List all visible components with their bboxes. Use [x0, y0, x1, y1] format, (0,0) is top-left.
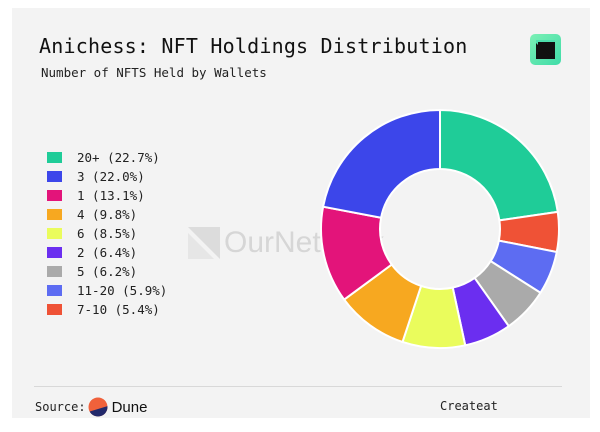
legend-swatch — [47, 285, 62, 296]
dune-logo-icon — [88, 397, 108, 417]
legend-swatch — [47, 247, 62, 258]
donut-slice-3 — [321, 108, 441, 219]
legend-swatch — [47, 190, 62, 201]
donut-chart — [320, 108, 560, 349]
legend-label: 20+ (22.7%) — [77, 150, 160, 165]
legend-label: 6 (8.5%) — [77, 226, 138, 241]
legend-label: 2 (6.4%) — [77, 245, 138, 260]
legend-item: 11-20 (5.9%) — [47, 281, 167, 300]
legend-label: 3 (22.0%) — [77, 169, 145, 184]
legend-label: 1 (13.1%) — [77, 188, 145, 203]
source-name: Dune — [111, 398, 148, 416]
chart-title: Anichess: NFT Holdings Distribution — [39, 34, 468, 58]
legend-item: 20+ (22.7%) — [47, 148, 167, 167]
chart-legend: 20+ (22.7%) 3 (22.0%) 1 (13.1%) 4 (9.8%) 6 (… — [47, 148, 167, 319]
legend-label: 7-10 (5.4%) — [77, 302, 160, 317]
donut-slice-20+ — [439, 108, 559, 222]
legend-swatch — [47, 228, 62, 239]
legend-label: 5 (6.2%) — [77, 264, 138, 279]
legend-item: 4 (9.8%) — [47, 205, 167, 224]
legend-swatch — [47, 152, 62, 163]
legend-swatch — [47, 209, 62, 220]
source: Source: Dune — [35, 397, 147, 417]
legend-item: 3 (22.0%) — [47, 167, 167, 186]
legend-item: 6 (8.5%) — [47, 224, 167, 243]
watermark-logo-icon — [188, 227, 220, 259]
legend-item: 2 (6.4%) — [47, 243, 167, 262]
legend-swatch — [47, 171, 62, 182]
legend-item: 7-10 (5.4%) — [47, 300, 167, 319]
legend-item: 5 (6.2%) — [47, 262, 167, 281]
footer-divider — [34, 386, 562, 387]
source-label: Source: — [35, 400, 86, 414]
chart-subtitle: Number of NFTS Held by Wallets — [41, 65, 267, 80]
ournetwork-logo-icon — [530, 34, 561, 65]
chart-card — [12, 8, 590, 418]
created-at: Createat — [440, 399, 498, 413]
legend-swatch — [47, 304, 62, 315]
legend-label: 4 (9.8%) — [77, 207, 138, 222]
legend-item: 1 (13.1%) — [47, 186, 167, 205]
legend-swatch — [47, 266, 62, 277]
legend-label: 11-20 (5.9%) — [77, 283, 168, 298]
